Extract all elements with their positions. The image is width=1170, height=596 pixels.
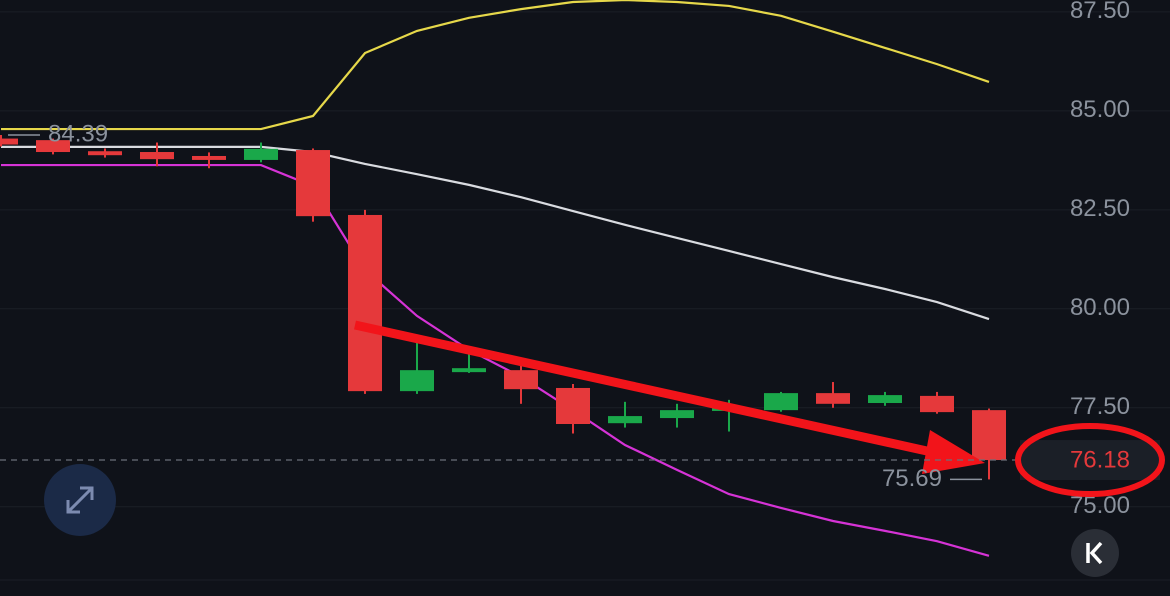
- indicator-line: [1, 145, 990, 321]
- highlight-circle: [1015, 423, 1165, 498]
- scroll-to-latest-button[interactable]: [1071, 529, 1119, 577]
- expand-button[interactable]: [44, 464, 116, 536]
- candle-body: [608, 416, 642, 424]
- candle-body: [36, 140, 70, 153]
- high-marker-label: 84.39: [48, 120, 108, 147]
- candle-body: [452, 368, 486, 373]
- candle-body: [868, 395, 902, 404]
- y-tick-label: 87.50: [1070, 0, 1130, 24]
- candle-body: [504, 370, 538, 390]
- candle-body: [660, 410, 694, 419]
- y-tick-label: 77.50: [1070, 393, 1130, 420]
- indicator-line: [1, 0, 990, 131]
- candle-body: [816, 393, 850, 404]
- trend-arrow-head: [922, 430, 985, 474]
- candle-body: [88, 151, 122, 156]
- candle-body: [400, 370, 434, 392]
- y-tick-label: 85.00: [1070, 96, 1130, 123]
- y-tick-label: 82.50: [1070, 195, 1130, 222]
- candle-body: [192, 155, 226, 160]
- last-price-label: 76.18: [1070, 446, 1130, 473]
- candle-body: [920, 395, 954, 413]
- candle-body: [140, 152, 174, 160]
- low-marker-label: 75.69: [882, 465, 942, 492]
- y-tick-label: 80.00: [1070, 294, 1130, 321]
- candle-body: [244, 148, 278, 160]
- last-price-box: [1020, 440, 1160, 481]
- candle-body: [0, 138, 18, 145]
- indicator-line: [1, 163, 990, 557]
- candle-body: [348, 214, 382, 392]
- candle-body: [764, 393, 798, 411]
- candle-body: [296, 150, 330, 217]
- candle-body: [972, 410, 1006, 461]
- trend-arrow-shaft: [354, 320, 946, 460]
- candle-body: [556, 387, 590, 424]
